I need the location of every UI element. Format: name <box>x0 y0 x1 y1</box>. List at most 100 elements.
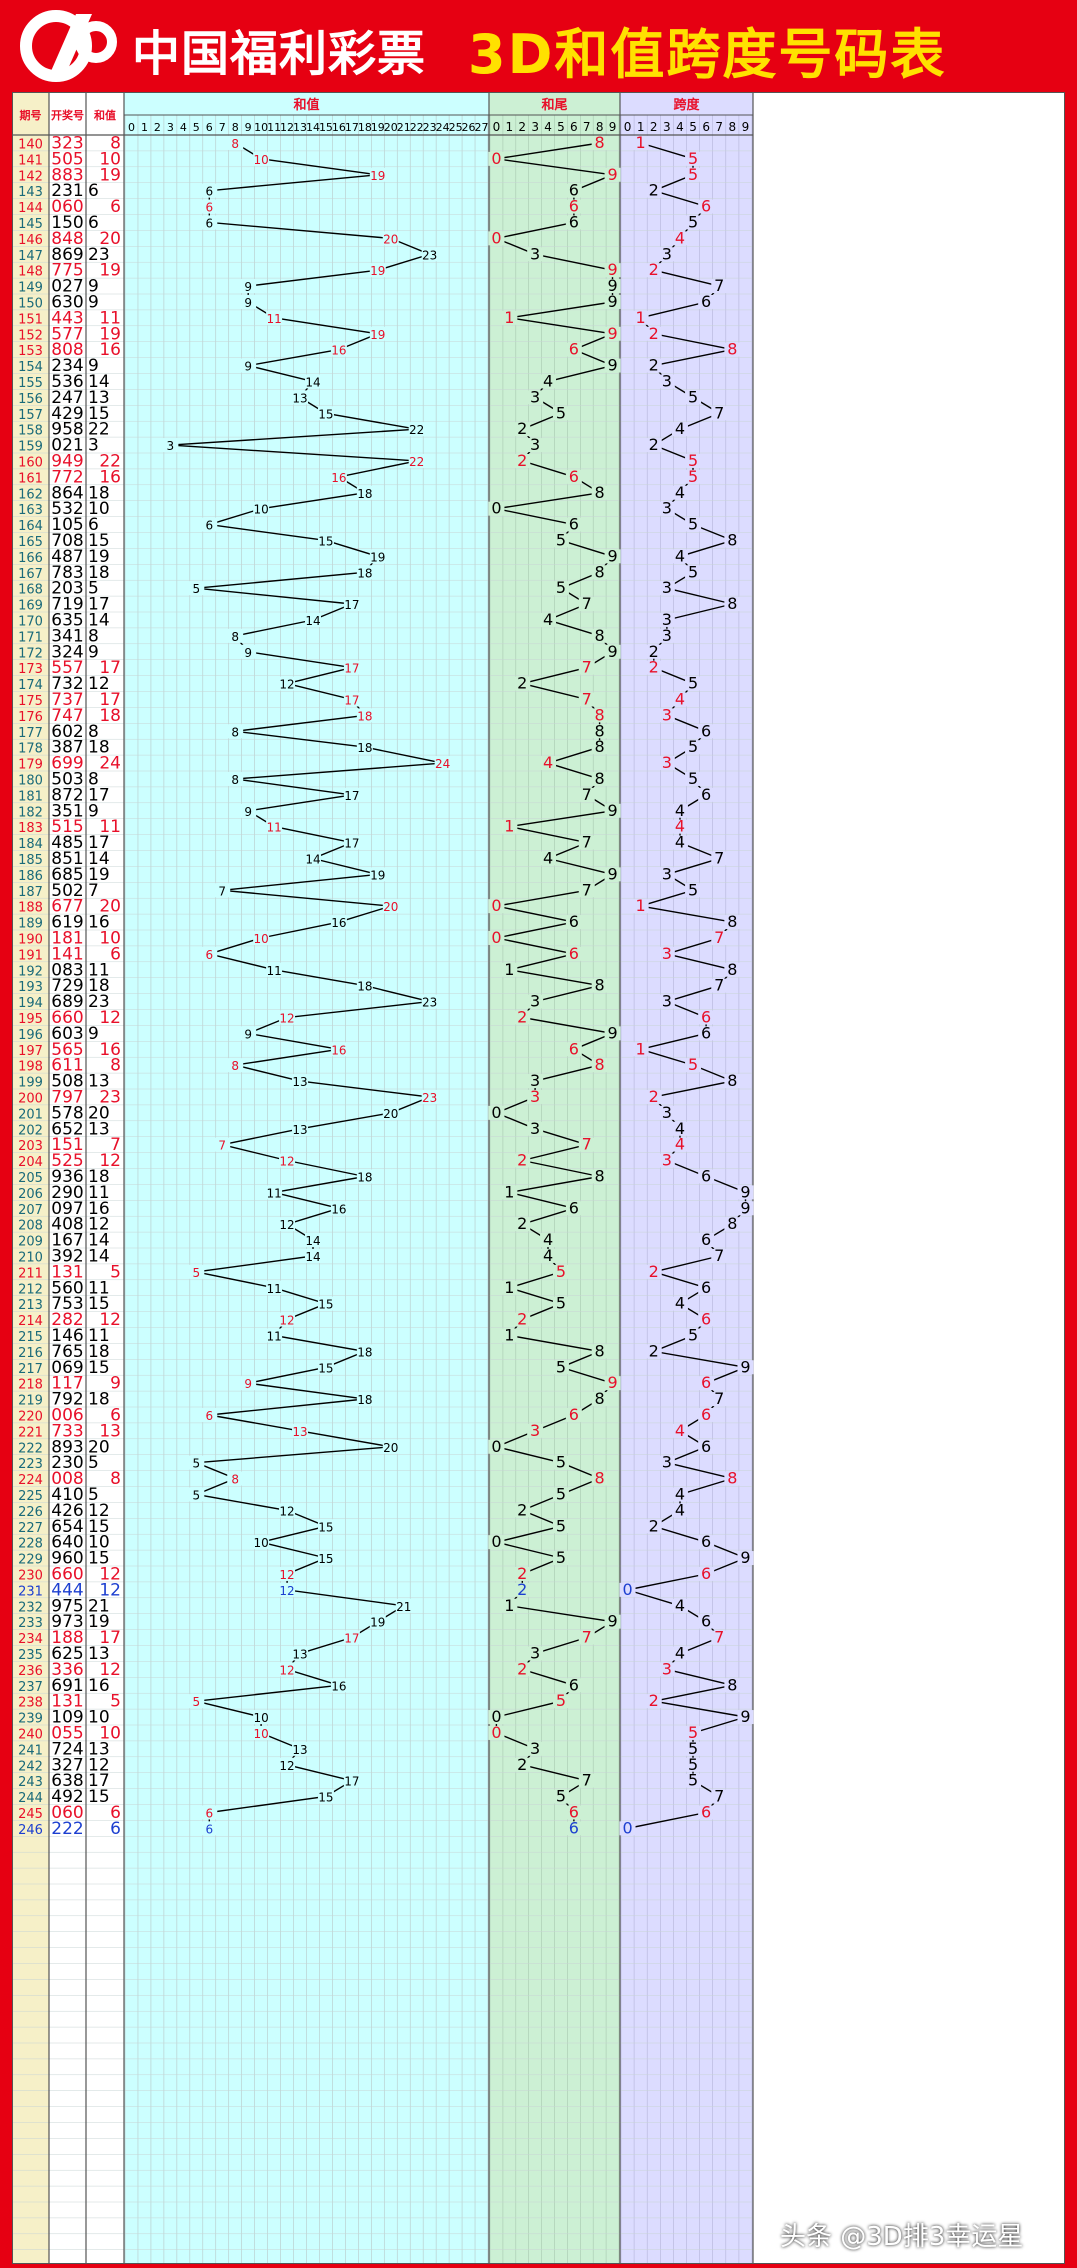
sum-axis-tick: 5 <box>193 121 200 134</box>
issue-cell: 153 <box>18 344 43 359</box>
sum-cell: 14 <box>88 1246 110 1266</box>
span-point-label-bg <box>658 708 675 723</box>
span-point-label-bg <box>658 1153 675 1168</box>
span-point-label: 4 <box>675 689 685 708</box>
sum-point-label-bg <box>201 517 218 532</box>
tail-point-label: 7 <box>582 658 592 677</box>
issue-cell: 228 <box>18 1537 43 1552</box>
sum-point-label-bg <box>201 183 218 198</box>
issue-cell: 218 <box>18 1378 43 1393</box>
sum-point-label-bg <box>253 1725 270 1740</box>
sum-cell: 14 <box>88 849 110 869</box>
span-point-label: 6 <box>701 1612 711 1631</box>
sum-cell: 11 <box>88 1278 110 1298</box>
number-cell: 630 <box>51 292 83 312</box>
sum-cell: 6 <box>110 1405 121 1425</box>
sum-point-label-bg <box>279 1566 296 1581</box>
number-cell: 508 <box>51 1072 83 1092</box>
number-cell: 719 <box>51 595 83 615</box>
sum-point-label: 13 <box>292 1425 307 1439</box>
number-cell: 560 <box>51 1278 83 1298</box>
tail-point-label-bg <box>578 692 595 707</box>
issue-cell: 207 <box>18 1203 43 1218</box>
sum-point-label: 10 <box>253 153 268 167</box>
issue-cell: 209 <box>18 1235 43 1250</box>
tail-point-label-bg <box>501 1280 518 1295</box>
sum-point-label-bg <box>227 1058 244 1073</box>
span-point-label: 8 <box>727 594 737 613</box>
span-point-label-bg <box>645 1694 662 1709</box>
tail-point-label: 9 <box>607 801 617 820</box>
sum-point-label: 18 <box>357 1345 372 1359</box>
span-point-label-bg <box>724 1471 741 1486</box>
span-point-label: 1 <box>636 133 646 152</box>
number-cell: 444 <box>51 1580 83 1600</box>
sum-point-label-bg <box>304 1248 321 1263</box>
sum-cell: 16 <box>99 467 121 487</box>
tail-point-label: 8 <box>595 976 605 995</box>
span-point-label-bg <box>645 438 662 453</box>
span-point-label: 5 <box>688 467 698 486</box>
issue-cell: 230 <box>18 1568 43 1583</box>
span-point-label: 8 <box>727 340 737 359</box>
span-point-label-bg <box>658 628 675 643</box>
issue-cell: 205 <box>18 1171 43 1186</box>
tail-point-label-bg <box>527 1089 544 1104</box>
sum-point-label-bg <box>292 390 309 405</box>
tail-point-label: 2 <box>517 1580 527 1599</box>
watermark-text: 头条 @3D排3幸运星 <box>780 2222 1024 2252</box>
sum-axis-tick: 21 <box>397 121 411 134</box>
tail-point-label-bg <box>578 883 595 898</box>
number-cell: 097 <box>51 1199 83 1219</box>
issue-cell: 145 <box>18 217 43 232</box>
number-cell: 083 <box>51 960 83 980</box>
span-point-label-bg <box>645 1519 662 1534</box>
tail-point-label-bg <box>540 374 557 389</box>
sum-axis-tick: 3 <box>167 121 174 134</box>
sum-axis-tick: 18 <box>358 121 372 134</box>
sum-point-label-bg <box>201 946 218 961</box>
span-point-label-bg <box>685 469 702 484</box>
number-cell: 883 <box>51 165 83 185</box>
span-point-label-bg <box>619 1821 636 1836</box>
sum-cell: 17 <box>88 1771 110 1791</box>
sum-cell: 15 <box>88 1358 110 1378</box>
span-point-label-bg <box>685 1773 702 1788</box>
span-point-label: 7 <box>714 403 724 422</box>
tail-point-label: 9 <box>607 1373 617 1392</box>
sum-point-label-bg <box>240 358 257 373</box>
number-cell: 515 <box>51 817 83 837</box>
span-point-label-bg <box>724 1217 741 1232</box>
tail-point-label-bg <box>565 1042 582 1057</box>
sum-cell: 15 <box>88 1517 110 1537</box>
span-point-label-bg <box>698 1439 715 1454</box>
tail-point-label-bg <box>578 787 595 802</box>
number-cell: 708 <box>51 531 83 551</box>
sum-point-label-bg <box>304 851 321 866</box>
issue-cell: 165 <box>18 535 43 550</box>
sum-cell: 17 <box>88 785 110 805</box>
sum-point-label-bg <box>304 612 321 627</box>
tail-point-label: 2 <box>517 1659 527 1678</box>
sum-point-label: 11 <box>266 1282 281 1296</box>
tail-axis-tick: 3 <box>531 120 539 134</box>
sum-point-label-bg <box>356 1169 373 1184</box>
number-cell: 577 <box>51 324 83 344</box>
issue-cell: 223 <box>18 1457 43 1472</box>
tail-point-label: 2 <box>517 1755 527 1774</box>
sum-point-label-bg <box>382 1105 399 1120</box>
sum-point-label-bg <box>253 930 270 945</box>
tail-point-label-bg <box>591 1392 608 1407</box>
span-point-label: 4 <box>675 817 685 836</box>
span-point-label-bg <box>645 263 662 278</box>
tail-point-label-bg <box>604 1614 621 1629</box>
sum-cell: 9 <box>88 292 99 312</box>
sum-point-label: 10 <box>253 1711 268 1725</box>
sum-cell: 5 <box>110 1692 121 1712</box>
span-point-label-bg <box>698 1566 715 1581</box>
span-point-label-bg <box>645 1089 662 1104</box>
tail-point-label-bg <box>591 1058 608 1073</box>
number-cell: 392 <box>51 1246 83 1266</box>
sum-cell: 14 <box>88 610 110 630</box>
sum-cell: 13 <box>88 388 110 408</box>
